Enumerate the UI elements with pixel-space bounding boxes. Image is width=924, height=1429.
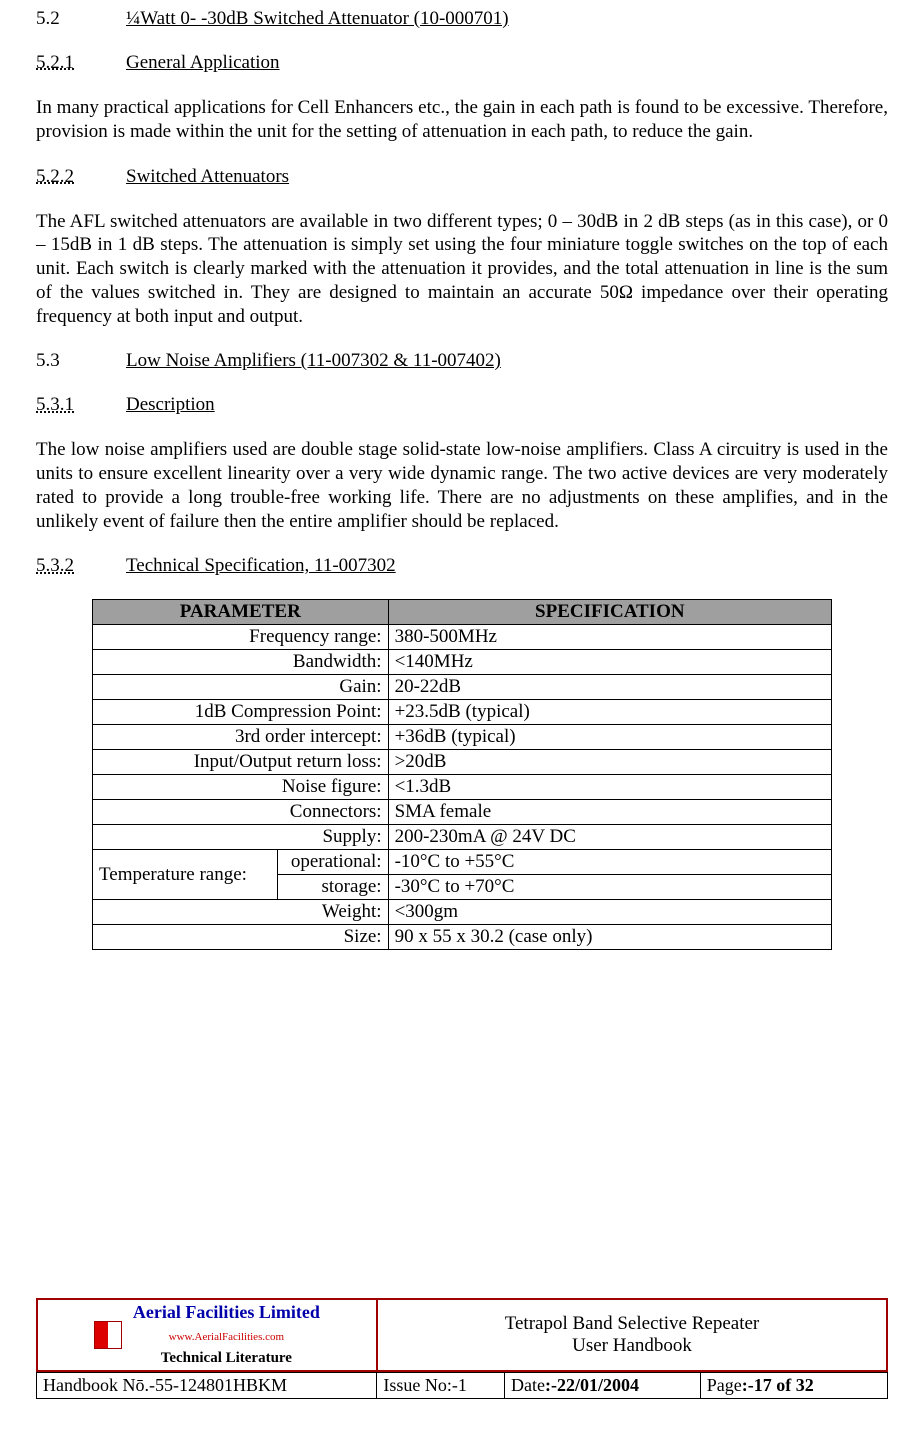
section-number: 5.2.2 xyxy=(36,166,126,188)
section-number: 5.3.2 xyxy=(36,555,126,577)
table-row: Connectors:SMA female xyxy=(93,800,832,825)
cell-spec: >20dB xyxy=(388,750,831,775)
cell-spec: +36dB (typical) xyxy=(388,725,831,750)
heading-5-3-1: 5.3.1Description xyxy=(36,394,888,416)
table-row: Weight:<300gm xyxy=(93,900,832,925)
cell-param: Size: xyxy=(93,925,389,950)
heading-5-2: 5.2¼Watt 0- -30dB Switched Attenuator (1… xyxy=(36,8,888,30)
paragraph: In many practical applications for Cell … xyxy=(36,96,888,144)
section-number: 5.3.1 xyxy=(36,394,126,416)
paragraph: The AFL switched attenuators are availab… xyxy=(36,210,888,329)
table-row: 1dB Compression Point:+23.5dB (typical) xyxy=(93,700,832,725)
cell-spec: -30°C to +70°C xyxy=(388,875,831,900)
table-header-row: PARAMETER SPECIFICATION xyxy=(93,600,832,625)
logo-line1: Aerial Facilities Limited xyxy=(133,1302,320,1322)
cell-param: Temperature range: xyxy=(93,850,278,900)
section-title: ¼Watt 0- -30dB Switched Attenuator (10-0… xyxy=(126,8,509,29)
heading-5-3-2: 5.3.2Technical Specification, 11-007302 xyxy=(36,555,888,577)
footer-logo-cell: Aerial Facilities Limited www.AerialFaci… xyxy=(37,1299,377,1371)
section-number: 5.3 xyxy=(36,350,126,372)
cell-param: 3rd order intercept: xyxy=(93,725,389,750)
table-row: Gain:20-22dB xyxy=(93,675,832,700)
table-row: Input/Output return loss:>20dB xyxy=(93,750,832,775)
paragraph: The low noise amplifiers used are double… xyxy=(36,438,888,533)
cell-param: Weight: xyxy=(93,900,389,925)
footer-handbook: Handbook Nō.-55-124801HBKM xyxy=(37,1373,377,1399)
cell-param: Input/Output return loss: xyxy=(93,750,389,775)
logo-line2: www.AerialFacilities.com xyxy=(169,1331,284,1343)
cell-spec: SMA female xyxy=(388,800,831,825)
section-number: 5.2.1 xyxy=(36,52,126,74)
table-row: Temperature range:operational:-10°C to +… xyxy=(93,850,832,875)
table-row: Noise figure:<1.3dB xyxy=(93,775,832,800)
table-row: Bandwidth:<140MHz xyxy=(93,650,832,675)
cell-param: Supply: xyxy=(93,825,389,850)
footer-title-cell: Tetrapol Band Selective Repeater User Ha… xyxy=(377,1299,887,1371)
heading-5-2-1: 5.2.1General Application xyxy=(36,52,888,74)
col-parameter: PARAMETER xyxy=(93,600,389,625)
page-footer: Aerial Facilities Limited www.AerialFaci… xyxy=(36,1298,888,1399)
cell-spec: 200-230mA @ 24V DC xyxy=(388,825,831,850)
cell-spec: 20-22dB xyxy=(388,675,831,700)
section-number: 5.2 xyxy=(36,8,126,30)
table-row: Supply:200-230mA @ 24V DC xyxy=(93,825,832,850)
section-title: Low Noise Amplifiers (11-007302 & 11-007… xyxy=(126,350,501,371)
footer-issue: Issue No:-1 xyxy=(377,1373,505,1399)
table-row: 3rd order intercept:+36dB (typical) xyxy=(93,725,832,750)
footer-info-block: Handbook Nō.-55-124801HBKM Issue No:-1 D… xyxy=(36,1372,888,1399)
cell-spec: <300gm xyxy=(388,900,831,925)
logo-icon xyxy=(94,1321,122,1349)
cell-spec: +23.5dB (typical) xyxy=(388,700,831,725)
cell-spec: <140MHz xyxy=(388,650,831,675)
section-title: Technical Specification, 11-007302 xyxy=(126,555,396,576)
footer-title-block: Aerial Facilities Limited www.AerialFaci… xyxy=(36,1298,888,1372)
cell-spec: <1.3dB xyxy=(388,775,831,800)
cell-spec: 380-500MHz xyxy=(388,625,831,650)
footer-date: Date:-22/01/2004 xyxy=(505,1373,701,1399)
table-row: Frequency range:380-500MHz xyxy=(93,625,832,650)
col-specification: SPECIFICATION xyxy=(388,600,831,625)
cell-param: Noise figure: xyxy=(93,775,389,800)
section-title: General Application xyxy=(126,52,280,73)
doc-title-2: User Handbook xyxy=(572,1335,692,1356)
section-title: Description xyxy=(126,394,215,415)
heading-5-3: 5.3Low Noise Amplifiers (11-007302 & 11-… xyxy=(36,350,888,372)
cell-param: Bandwidth: xyxy=(93,650,389,675)
cell-spec: 90 x 55 x 30.2 (case only) xyxy=(388,925,831,950)
cell-param: storage: xyxy=(277,875,388,900)
cell-param: 1dB Compression Point: xyxy=(93,700,389,725)
table-row: Size:90 x 55 x 30.2 (case only) xyxy=(93,925,832,950)
heading-5-2-2: 5.2.2Switched Attenuators xyxy=(36,166,888,188)
footer-page: Page:-17 of 32 xyxy=(700,1373,887,1399)
section-title: Switched Attenuators xyxy=(126,166,289,187)
spec-table: PARAMETER SPECIFICATION Frequency range:… xyxy=(92,599,832,950)
logo-line3: Technical Literature xyxy=(161,1350,292,1366)
doc-title-1: Tetrapol Band Selective Repeater xyxy=(505,1313,760,1334)
cell-param: operational: xyxy=(277,850,388,875)
cell-param: Frequency range: xyxy=(93,625,389,650)
cell-param: Connectors: xyxy=(93,800,389,825)
cell-param: Gain: xyxy=(93,675,389,700)
cell-spec: -10°C to +55°C xyxy=(388,850,831,875)
